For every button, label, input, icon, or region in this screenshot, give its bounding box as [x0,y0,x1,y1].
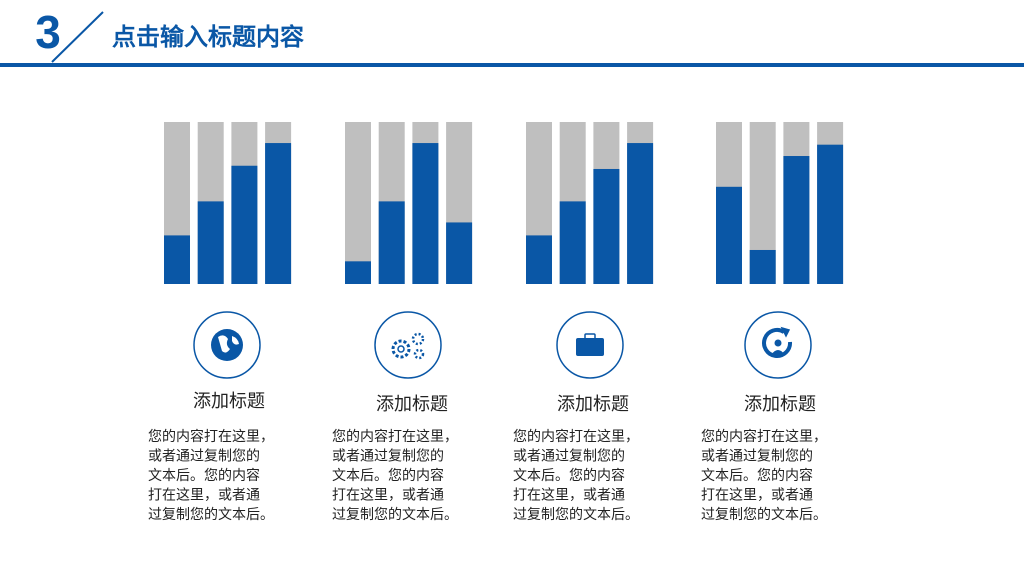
card-title: 添加标题 [557,394,629,415]
bar [412,143,439,284]
section-number: 3 [35,6,61,58]
card-text: 过复制您的文本后。 [701,506,827,523]
card-text: 或者通过复制您的 [332,448,444,465]
card-text: 文本后。您的内容 [332,467,444,484]
briefcase-icon [576,338,604,356]
bar [593,168,620,284]
refresh-arrow [780,326,791,338]
bar-track [345,122,371,284]
person-body [771,350,785,355]
bar [526,235,552,284]
bar [749,249,776,284]
header-rule [0,63,1024,67]
icon-ring [193,311,261,379]
bar [783,156,810,284]
bar [164,235,190,284]
card-text: 您的内容打在这里， [332,428,458,445]
card-text: 文本后。您的内容 [148,467,260,484]
icon-ring [556,311,624,379]
card-text: 过复制您的文本后。 [513,506,639,523]
bar [817,144,844,284]
card-text: 您的内容打在这里， [701,428,827,445]
gear-icon [411,332,425,346]
card-text: 您的内容打在这里， [513,428,639,445]
briefcase-handle [584,333,596,340]
card-text: 您的内容打在这里， [148,428,274,445]
card-title: 添加标题 [193,391,265,412]
bar [265,143,292,284]
gear-icon [391,339,411,359]
card-title: 添加标题 [376,394,448,415]
refresh-icon [762,328,793,358]
card-text: 打在这里，或者通 [513,487,625,504]
card-text: 或者通过复制您的 [148,448,260,465]
gear-hub [397,345,405,353]
card-text: 打在这里，或者通 [701,487,813,504]
bar [627,143,654,284]
card-title: 添加标题 [744,394,816,415]
card-text: 过复制您的文本后。 [148,506,274,523]
icon-ring [374,311,442,379]
gear-icon [413,348,425,360]
card-text: 打在这里，或者通 [332,487,444,504]
card-text: 过复制您的文本后。 [332,506,458,523]
bar [446,222,473,284]
bar [197,201,224,284]
icons [193,311,812,379]
card-text: 文本后。您的内容 [701,467,813,484]
globe-land [218,335,239,353]
bar [559,201,586,284]
person-head [774,339,782,347]
card-text: 或者通过复制您的 [701,448,813,465]
card-text: 文本后。您的内容 [513,467,625,484]
icon-ring [744,311,812,379]
slide-title: 点击输入标题内容 [112,23,304,51]
slash [51,11,104,63]
bar [231,165,258,284]
bar [716,186,742,284]
card-text: 打在这里，或者通 [148,487,260,504]
bar [378,201,405,284]
card-text: 或者通过复制您的 [513,448,625,465]
bar [345,261,371,284]
